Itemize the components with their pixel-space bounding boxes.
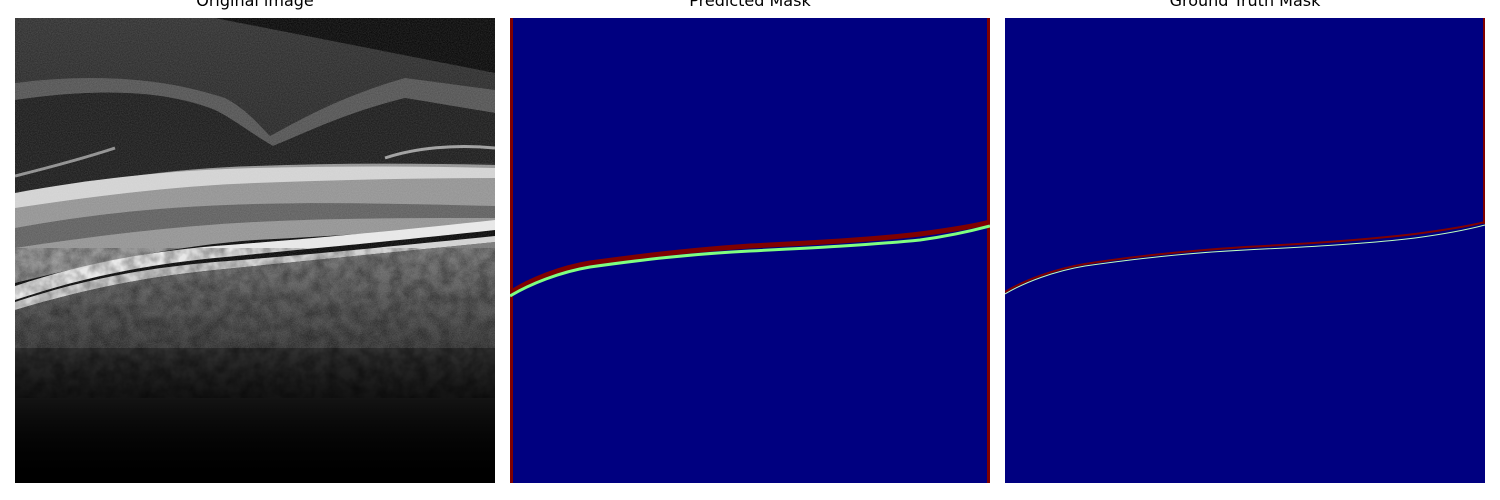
oct-image xyxy=(15,18,495,483)
left-edge-band xyxy=(510,18,513,483)
lower-boundary-line xyxy=(510,224,990,298)
panel-original: Original image xyxy=(15,0,495,500)
lower-boundary-line xyxy=(1005,224,1485,295)
panel-title-original: Original image xyxy=(196,0,314,10)
panel-title-ground-truth: Ground Truth Mask xyxy=(1169,0,1321,10)
panel-ground-truth: Ground Truth Mask xyxy=(1005,0,1485,500)
ground-truth-mask-image xyxy=(1005,18,1485,483)
right-edge-band xyxy=(1483,18,1485,224)
panel-title-predicted: Predicted Mask xyxy=(689,0,811,10)
panel-predicted: Predicted Mask xyxy=(510,0,990,500)
right-edge-band xyxy=(987,18,990,483)
predicted-mask-image xyxy=(510,18,990,483)
upper-boundary-line xyxy=(1005,221,1485,293)
upper-boundary-line xyxy=(510,219,990,296)
